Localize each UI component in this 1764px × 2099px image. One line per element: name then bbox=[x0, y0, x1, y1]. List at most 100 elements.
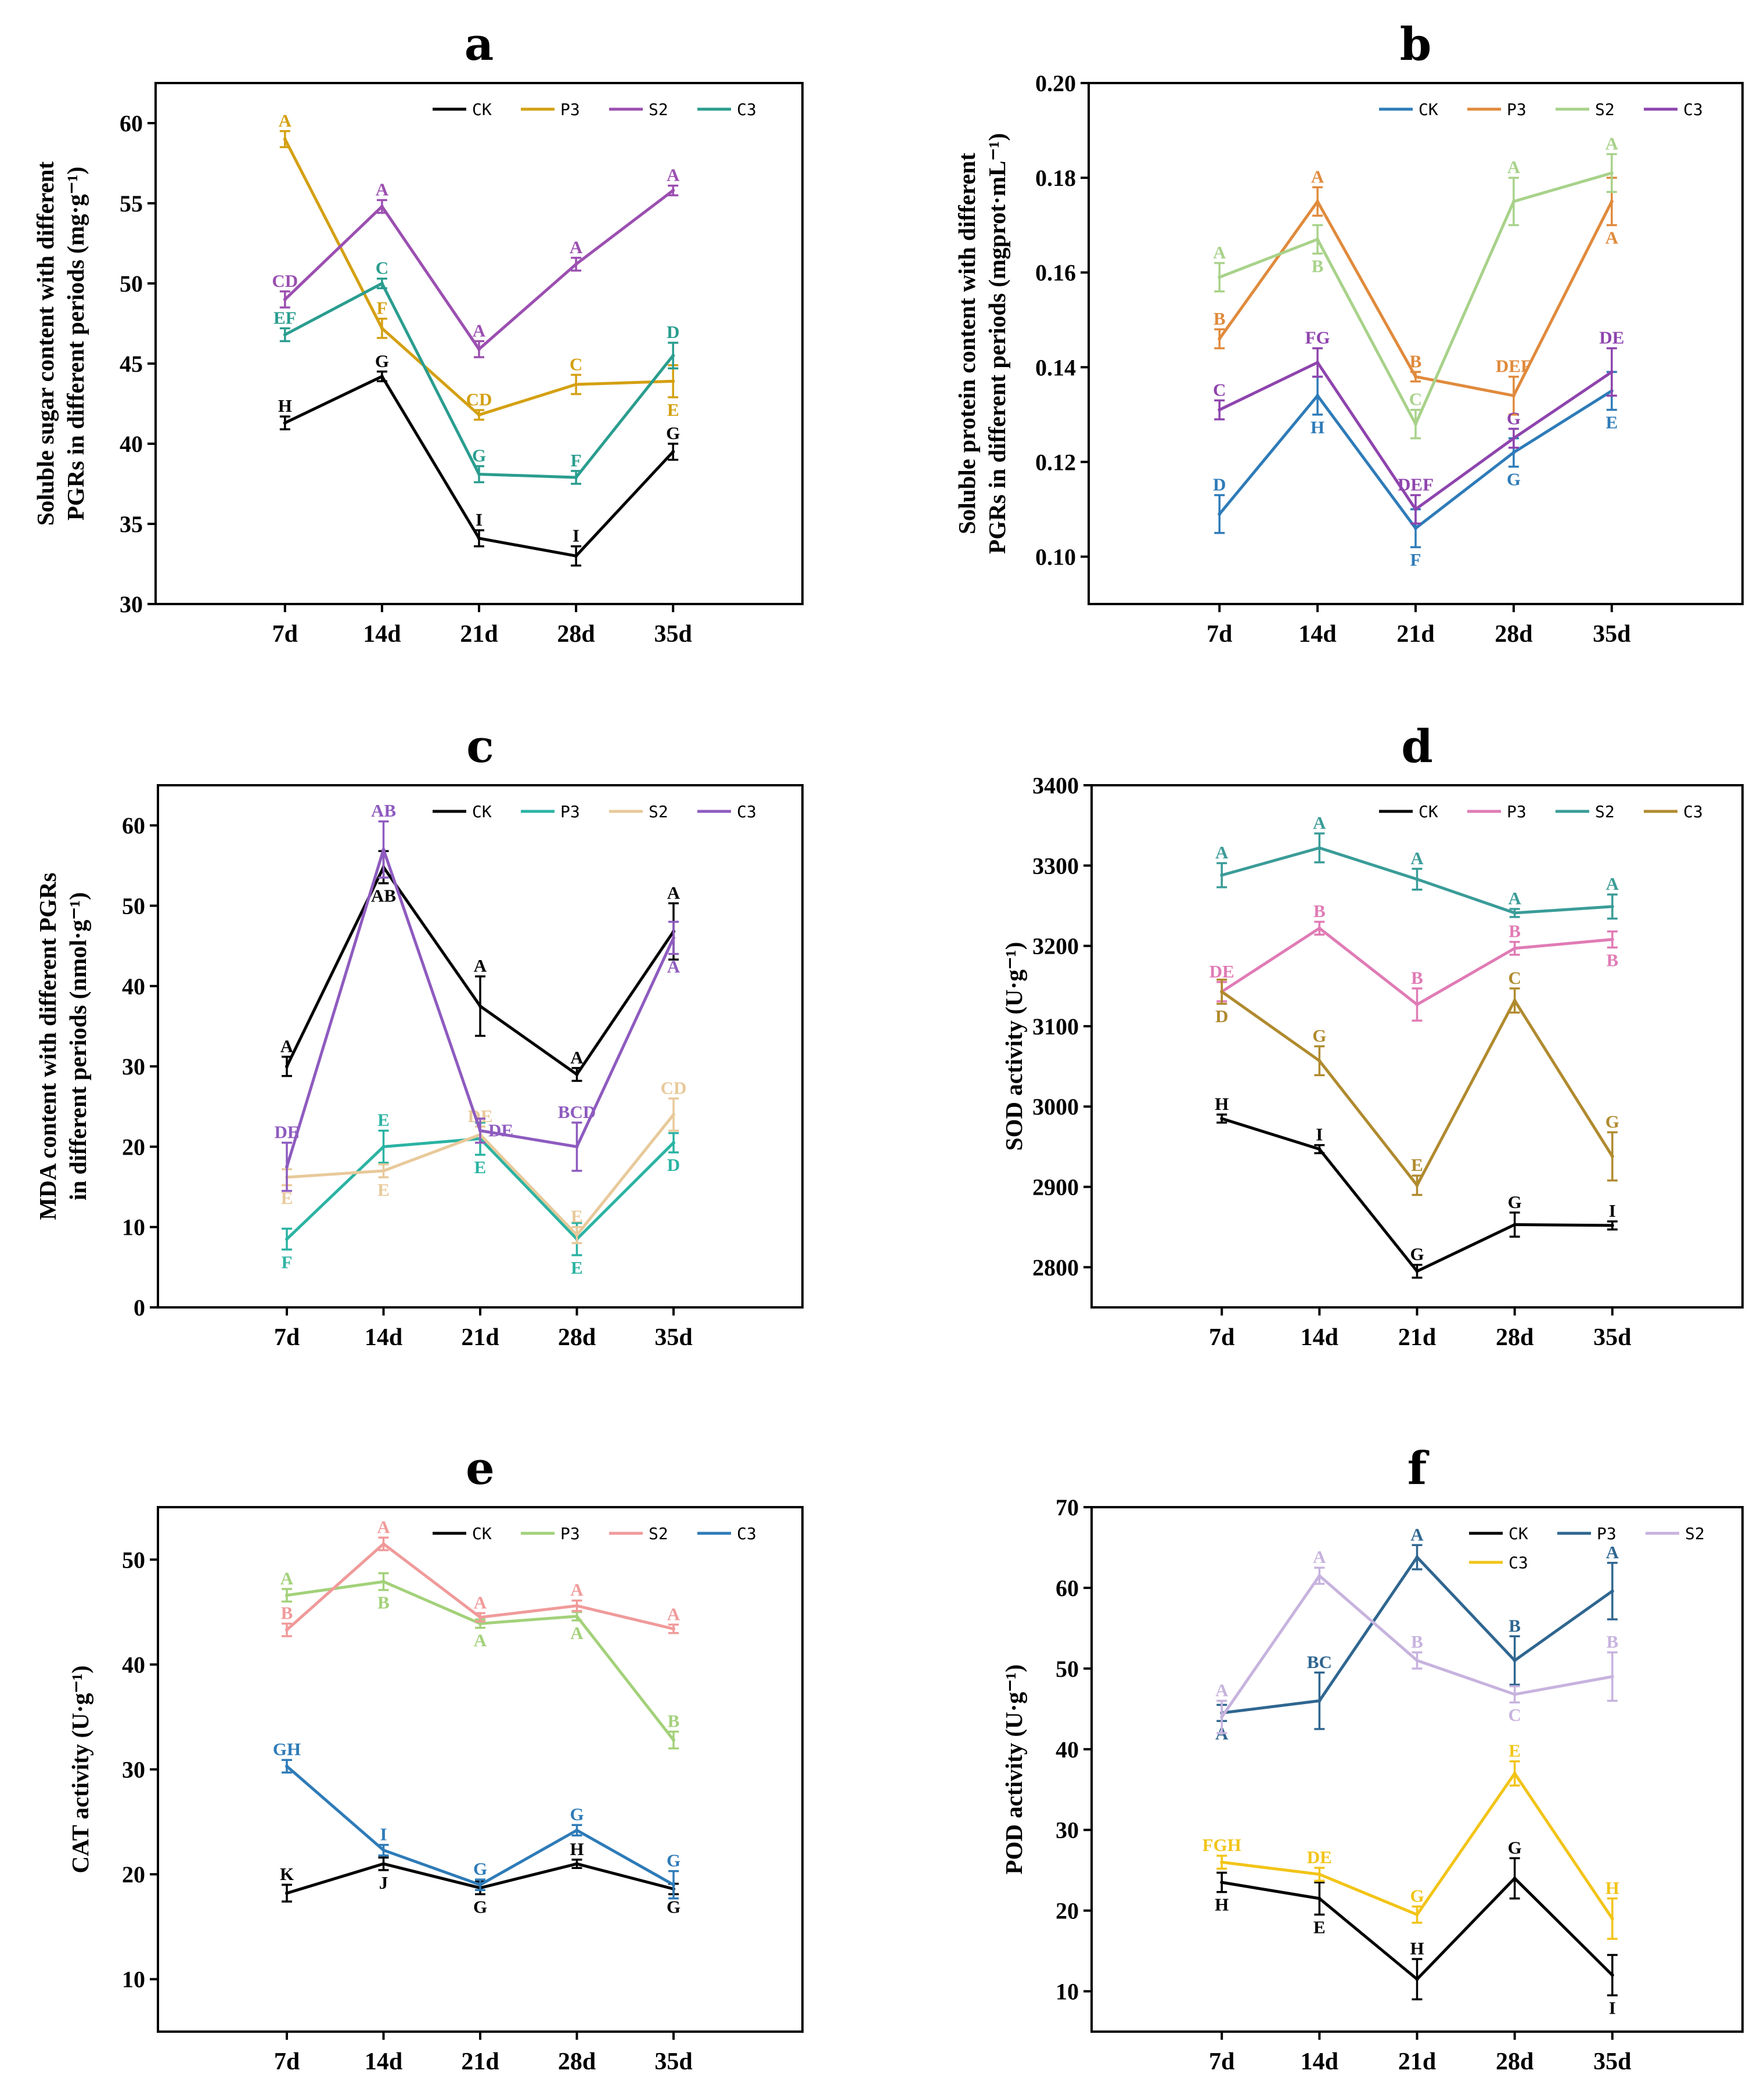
data-point bbox=[477, 347, 481, 351]
y-tick-label: 30 bbox=[122, 1757, 145, 1783]
significance-label: B bbox=[1509, 921, 1521, 941]
y-tick-label: 30 bbox=[1056, 1817, 1079, 1843]
data-point bbox=[672, 1141, 675, 1145]
y-tick-label: 10 bbox=[1056, 1979, 1079, 2005]
y-tick-label: 60 bbox=[122, 813, 145, 839]
significance-label: A bbox=[1410, 848, 1424, 868]
data-point bbox=[1220, 873, 1224, 877]
data-point bbox=[575, 1828, 579, 1832]
data-point bbox=[283, 137, 287, 141]
data-point bbox=[477, 413, 481, 417]
x-tick-label: 14d bbox=[363, 621, 401, 648]
y-axis-label: Soluble protein content with different bbox=[953, 153, 980, 534]
y-tick-label: 50 bbox=[122, 1547, 145, 1573]
chart-panel-e: e 10 20 30 40 50 7d 14d 21d 28d 35d CAT activity (U… bbox=[67, 1442, 804, 2075]
data-point bbox=[1511, 451, 1515, 455]
significance-label: K bbox=[280, 1864, 294, 1884]
data-point bbox=[283, 297, 287, 301]
significance-label: FG bbox=[1305, 328, 1330, 348]
y-tick-label: 3200 bbox=[1032, 933, 1079, 959]
data-point bbox=[477, 472, 481, 476]
chart-panel-c: c 0 10 20 30 40 50 60 7d 14d 21d 28d 35d MDA content … bbox=[34, 720, 804, 1351]
legend: CK P3 S2 C3 bbox=[1379, 802, 1703, 821]
legend-label: S2 bbox=[649, 100, 668, 119]
data-point bbox=[1317, 1059, 1322, 1063]
data-point bbox=[1317, 1872, 1322, 1877]
significance-label: CD bbox=[272, 271, 298, 291]
data-point bbox=[1218, 275, 1222, 279]
data-point bbox=[574, 554, 578, 558]
y-axis-label: PGRs in different periods (mgprot·mL⁻¹) bbox=[984, 133, 1010, 554]
significance-label: B bbox=[1509, 1615, 1521, 1636]
x-tick-label: 35d bbox=[654, 621, 692, 648]
significance-label: A bbox=[377, 1516, 390, 1537]
legend-label: S2 bbox=[649, 802, 668, 821]
significance-label: F bbox=[282, 1252, 293, 1272]
data-point bbox=[381, 1862, 386, 1866]
chart-panel-b: b 0.10 0.12 0.14 0.16 0.18 0.20 7d 14d 21d 28d 35d S… bbox=[953, 18, 1744, 648]
significance-label: BCD bbox=[558, 1102, 596, 1122]
significance-label: D bbox=[667, 322, 679, 342]
significance-label: E bbox=[571, 1257, 583, 1278]
y-tick-label: 0.20 bbox=[1035, 70, 1076, 96]
significance-label: H bbox=[570, 1839, 584, 1859]
significance-label: B bbox=[1411, 1631, 1423, 1652]
y-tick-label: 70 bbox=[1056, 1494, 1079, 1521]
data-point bbox=[574, 382, 578, 386]
data-point bbox=[381, 1848, 386, 1852]
significance-label: B bbox=[1606, 1631, 1618, 1652]
significance-label: A bbox=[1606, 874, 1619, 894]
significance-label: DE bbox=[1599, 328, 1624, 348]
legend-label: CK bbox=[472, 100, 492, 119]
series-line bbox=[283, 138, 674, 416]
data-point bbox=[1317, 1896, 1322, 1900]
series-ck: H G I I G bbox=[278, 351, 680, 567]
significance-label: A bbox=[279, 110, 292, 131]
significance-label: A bbox=[474, 955, 487, 976]
significance-label: G bbox=[666, 423, 680, 443]
significance-label: H bbox=[1215, 1895, 1229, 1915]
significance-label: E bbox=[1605, 412, 1618, 433]
significance-label: C bbox=[1409, 389, 1422, 409]
data-point bbox=[1317, 1147, 1322, 1151]
y-tick-label: 50 bbox=[122, 893, 145, 919]
y-axis-label: CAT activity (U·g⁻¹) bbox=[67, 1665, 93, 1873]
x-tick-label: 14d bbox=[1298, 621, 1336, 648]
data-point bbox=[283, 421, 287, 425]
data-point bbox=[1513, 1658, 1517, 1662]
significance-label: A bbox=[570, 1047, 584, 1068]
significance-label: D bbox=[1213, 474, 1226, 494]
significance-label: A bbox=[474, 1630, 487, 1651]
data-point bbox=[575, 1145, 579, 1149]
significance-label: G bbox=[1507, 408, 1521, 428]
y-tick-label: 0.14 bbox=[1035, 354, 1076, 380]
significance-label: A bbox=[1313, 1547, 1326, 1567]
y-axis-label: PGRs in different periods (mg·g⁻¹) bbox=[62, 167, 89, 520]
significance-label: I bbox=[380, 1824, 387, 1845]
x-tick-label: 35d bbox=[654, 2048, 692, 2075]
significance-label: DE bbox=[488, 1120, 513, 1141]
significance-label: A bbox=[1507, 157, 1521, 177]
data-point bbox=[672, 936, 675, 940]
series-ck: H E H G I bbox=[1215, 1837, 1618, 2018]
y-tick-label: 3100 bbox=[1032, 1013, 1079, 1040]
significance-label: B bbox=[1606, 950, 1618, 970]
data-point bbox=[574, 475, 578, 479]
significance-label: A bbox=[280, 1568, 294, 1588]
chart-panel-a: a 30 35 40 45 50 55 60 7d 14d 21d 28d 35d Soluble sug… bbox=[32, 18, 804, 648]
y-tick-label: 50 bbox=[120, 271, 143, 297]
y-tick-label: 60 bbox=[1056, 1575, 1079, 1601]
series-ck: H I G G I bbox=[1215, 1094, 1618, 1279]
significance-label: H bbox=[278, 396, 292, 416]
data-point bbox=[285, 1593, 289, 1597]
data-point bbox=[1316, 361, 1320, 365]
data-point bbox=[381, 1169, 386, 1173]
y-axis-label: POD activity (U·g⁻¹) bbox=[1000, 1665, 1027, 1875]
panel-letter: e bbox=[466, 1442, 495, 1495]
significance-label: A bbox=[667, 165, 680, 185]
legend: CK P3 S2 C3 bbox=[433, 802, 757, 821]
chart-panel-f: f 10 20 30 40 50 60 70 7d 14d 21d 28d 35d POD activit… bbox=[1000, 1442, 1744, 2075]
x-tick-label: 7d bbox=[272, 621, 298, 648]
